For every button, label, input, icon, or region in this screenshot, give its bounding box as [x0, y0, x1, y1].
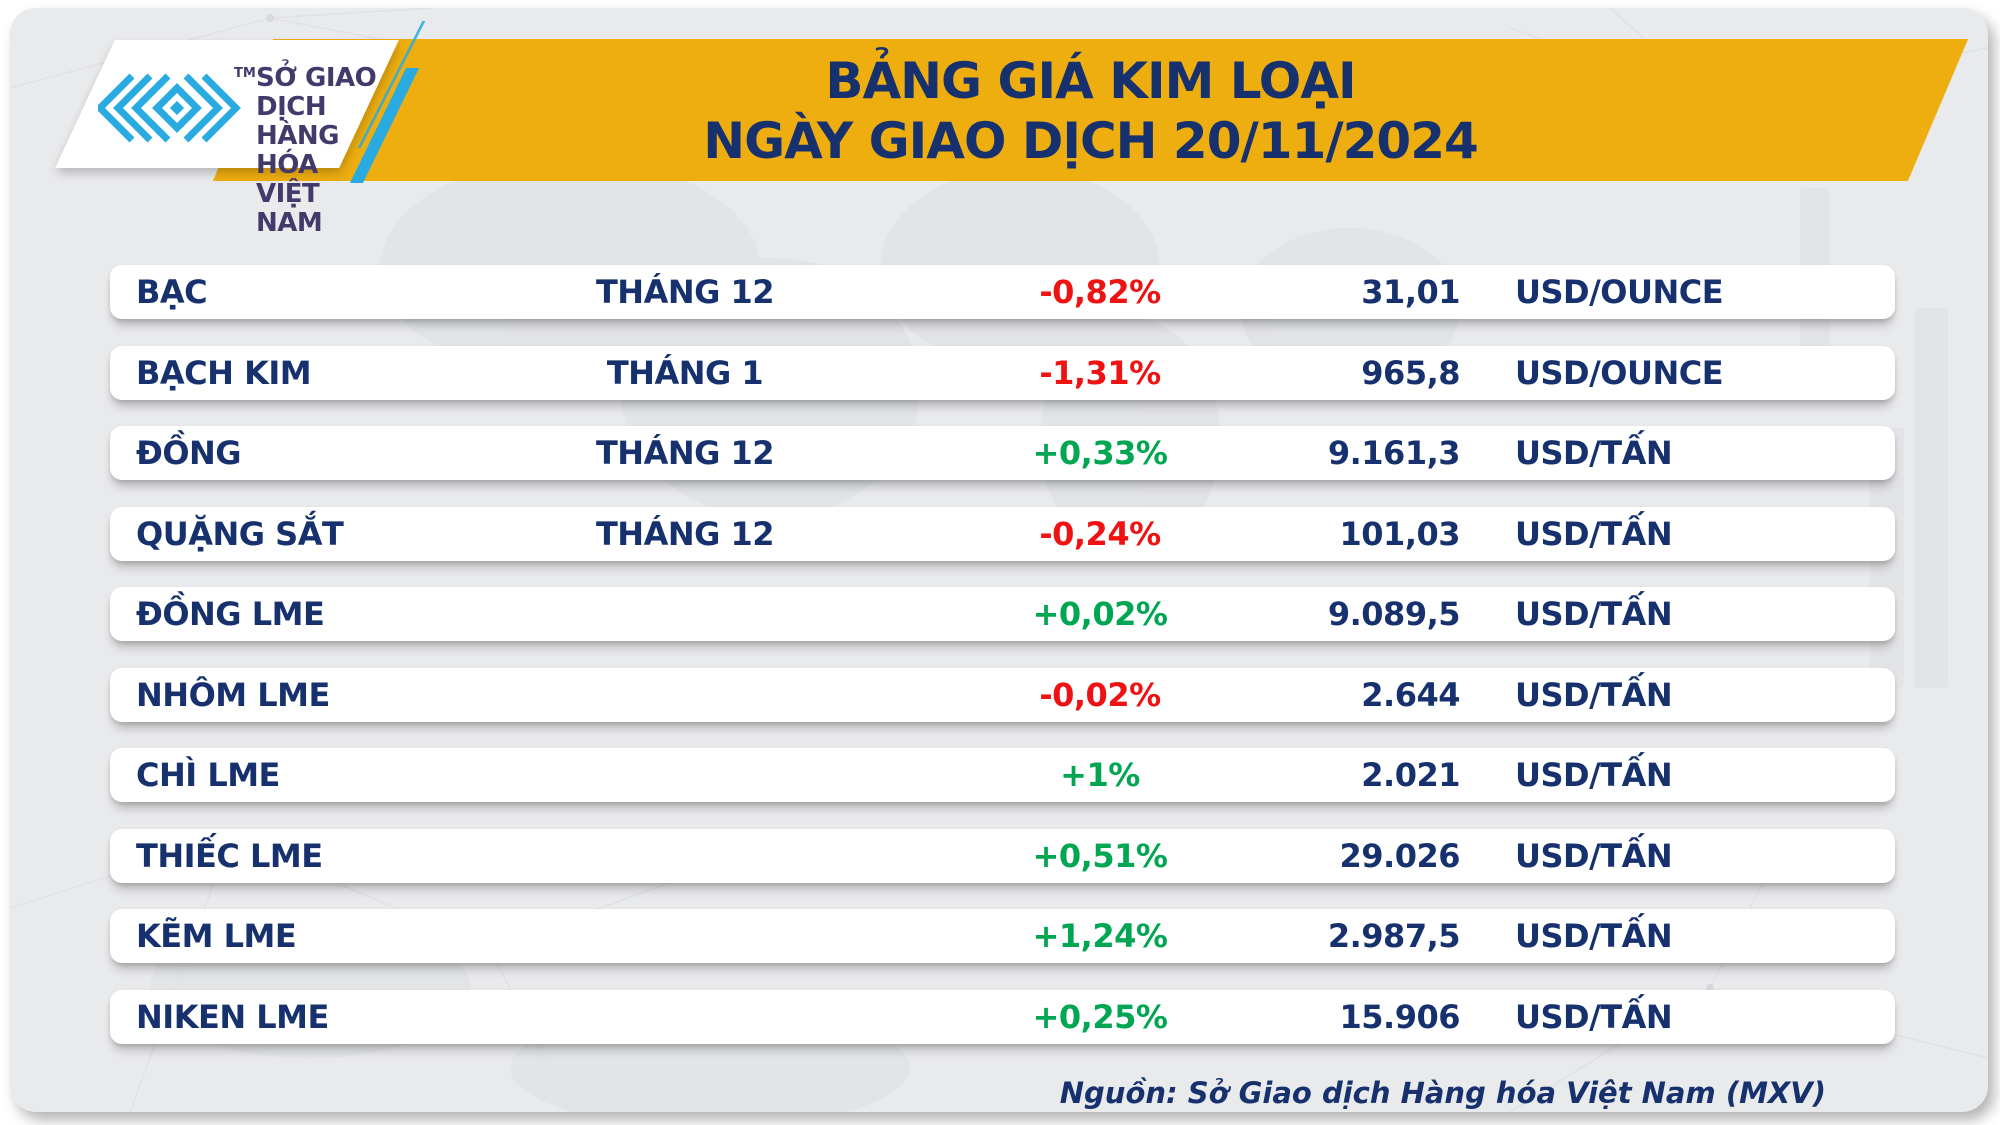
commodity-name: ĐỒNG	[136, 434, 242, 472]
price-unit: USD/TẤN	[1515, 675, 1673, 714]
price-value: 29.026	[1339, 836, 1461, 875]
price-unit: USD/TẤN	[1515, 997, 1673, 1036]
percent-change: -0,82%	[1039, 273, 1161, 311]
price-value: 965,8	[1361, 353, 1460, 392]
percent-change: -0,02%	[1039, 675, 1161, 714]
price-value: 101,03	[1339, 514, 1461, 553]
price-unit: USD/TẤN	[1515, 917, 1673, 955]
commodity-name: NHÔM LME	[136, 675, 330, 714]
commodity-name: QUẶNG SẮT	[136, 514, 344, 553]
contract-month	[570, 748, 800, 802]
table-row: NIKEN LME +0,25% 15.906 USD/TẤN	[110, 989, 1895, 1044]
contract-month	[570, 587, 800, 641]
contract-month	[570, 909, 800, 963]
price-unit: USD/TẤN	[1515, 756, 1673, 794]
price-unit: USD/TẤN	[1515, 836, 1673, 875]
contract-month: THÁNG 12	[595, 434, 775, 472]
commodity-name: BẠCH KIM	[136, 353, 312, 392]
page-title: BẢNG GIÁ KIM LOẠI NGÀY GIAO DỊCH 20/11/2…	[243, 51, 1938, 171]
commodity-name: CHÌ LME	[136, 756, 280, 794]
contract-month: THÁNG 12	[595, 273, 775, 311]
contract-month: THÁNG 12	[595, 514, 775, 553]
logo-wordmark: SỞ GIAO DỊCH HÀNG HÓA VIỆT NAM	[256, 64, 388, 238]
title-line-1: BẢNG GIÁ KIM LOẠI	[825, 52, 1356, 110]
source-note: Nguồn: Sở Giao dịch Hàng hóa Việt Nam (M…	[1059, 1076, 1826, 1110]
price-value: 9.089,5	[1327, 595, 1461, 633]
logo-line-1: SỞ GIAO DỊCH	[256, 63, 377, 122]
table-row: NHÔM LME -0,02% 2.644 USD/TẤN	[110, 667, 1895, 722]
table-row: QUẶNG SẮT THÁNG 12 -0,24% 101,03 USD/TẤN	[110, 506, 1895, 561]
commodity-name: ĐỒNG LME	[136, 595, 325, 633]
commodity-name: THIẾC LME	[136, 836, 323, 875]
table-row: ĐỒNG LME +0,02% 9.089,5 USD/TẤN	[110, 587, 1895, 641]
percent-change: +1%	[1060, 756, 1140, 794]
contract-month	[570, 668, 800, 722]
mxv-logo-icon	[98, 73, 241, 143]
percent-change: +0,02%	[1032, 595, 1168, 633]
table-row: ĐỒNG THÁNG 12 +0,33% 9.161,3 USD/TẤN	[110, 426, 1895, 480]
percent-change: -1,31%	[1039, 353, 1161, 392]
table-row: KẼM LME +1,24% 2.987,5 USD/TẤN	[110, 909, 1895, 963]
price-unit: USD/TẤN	[1515, 514, 1673, 553]
commodity-name: NIKEN LME	[136, 997, 329, 1036]
price-value: 31,01	[1361, 273, 1460, 311]
logo-line-3: VIỆT NAM	[256, 179, 323, 238]
logo-line-2: HÀNG HÓA	[256, 121, 339, 180]
table-row: BẠC THÁNG 12 -0,82% 31,01 USD/OUNCE	[110, 265, 1895, 319]
table-row: THIẾC LME +0,51% 29.026 USD/TẤN	[110, 828, 1895, 883]
logo-tm-mark: TM	[234, 66, 256, 81]
title-line-2: NGÀY GIAO DỊCH 20/11/2024	[703, 112, 1479, 170]
percent-change: +1,24%	[1032, 917, 1168, 955]
contract-month	[570, 829, 800, 883]
price-unit: USD/TẤN	[1515, 595, 1673, 633]
price-value: 15.906	[1339, 997, 1461, 1036]
price-value: 2.987,5	[1327, 917, 1461, 955]
percent-change: +0,25%	[1032, 997, 1168, 1036]
price-board-page: TM SỞ GIAO DỊCH HÀNG HÓA VIỆT NAM BẢNG G…	[10, 8, 1988, 1112]
price-unit: USD/OUNCE	[1515, 353, 1724, 392]
logo-content: TM SỞ GIAO DỊCH HÀNG HÓA VIỆT NAM	[98, 58, 388, 238]
price-value: 2.021	[1361, 756, 1460, 794]
contract-month: THÁNG 1	[606, 353, 764, 392]
price-unit: USD/TẤN	[1515, 434, 1673, 472]
table-row: BẠCH KIM THÁNG 1 -1,31% 965,8 USD/OUNCE	[110, 345, 1895, 400]
price-table: BẠC THÁNG 12 -0,82% 31,01 USD/OUNCE BẠCH…	[10, 8, 1988, 1112]
contract-month	[570, 990, 800, 1044]
commodity-name: KẼM LME	[136, 917, 297, 955]
table-row: CHÌ LME +1% 2.021 USD/TẤN	[110, 748, 1895, 802]
price-value: 2.644	[1361, 675, 1460, 714]
commodity-name: BẠC	[136, 273, 208, 311]
percent-change: -0,24%	[1039, 514, 1161, 553]
percent-change: +0,33%	[1032, 434, 1168, 472]
price-unit: USD/OUNCE	[1515, 273, 1724, 311]
percent-change: +0,51%	[1032, 836, 1168, 875]
price-value: 9.161,3	[1327, 434, 1461, 472]
